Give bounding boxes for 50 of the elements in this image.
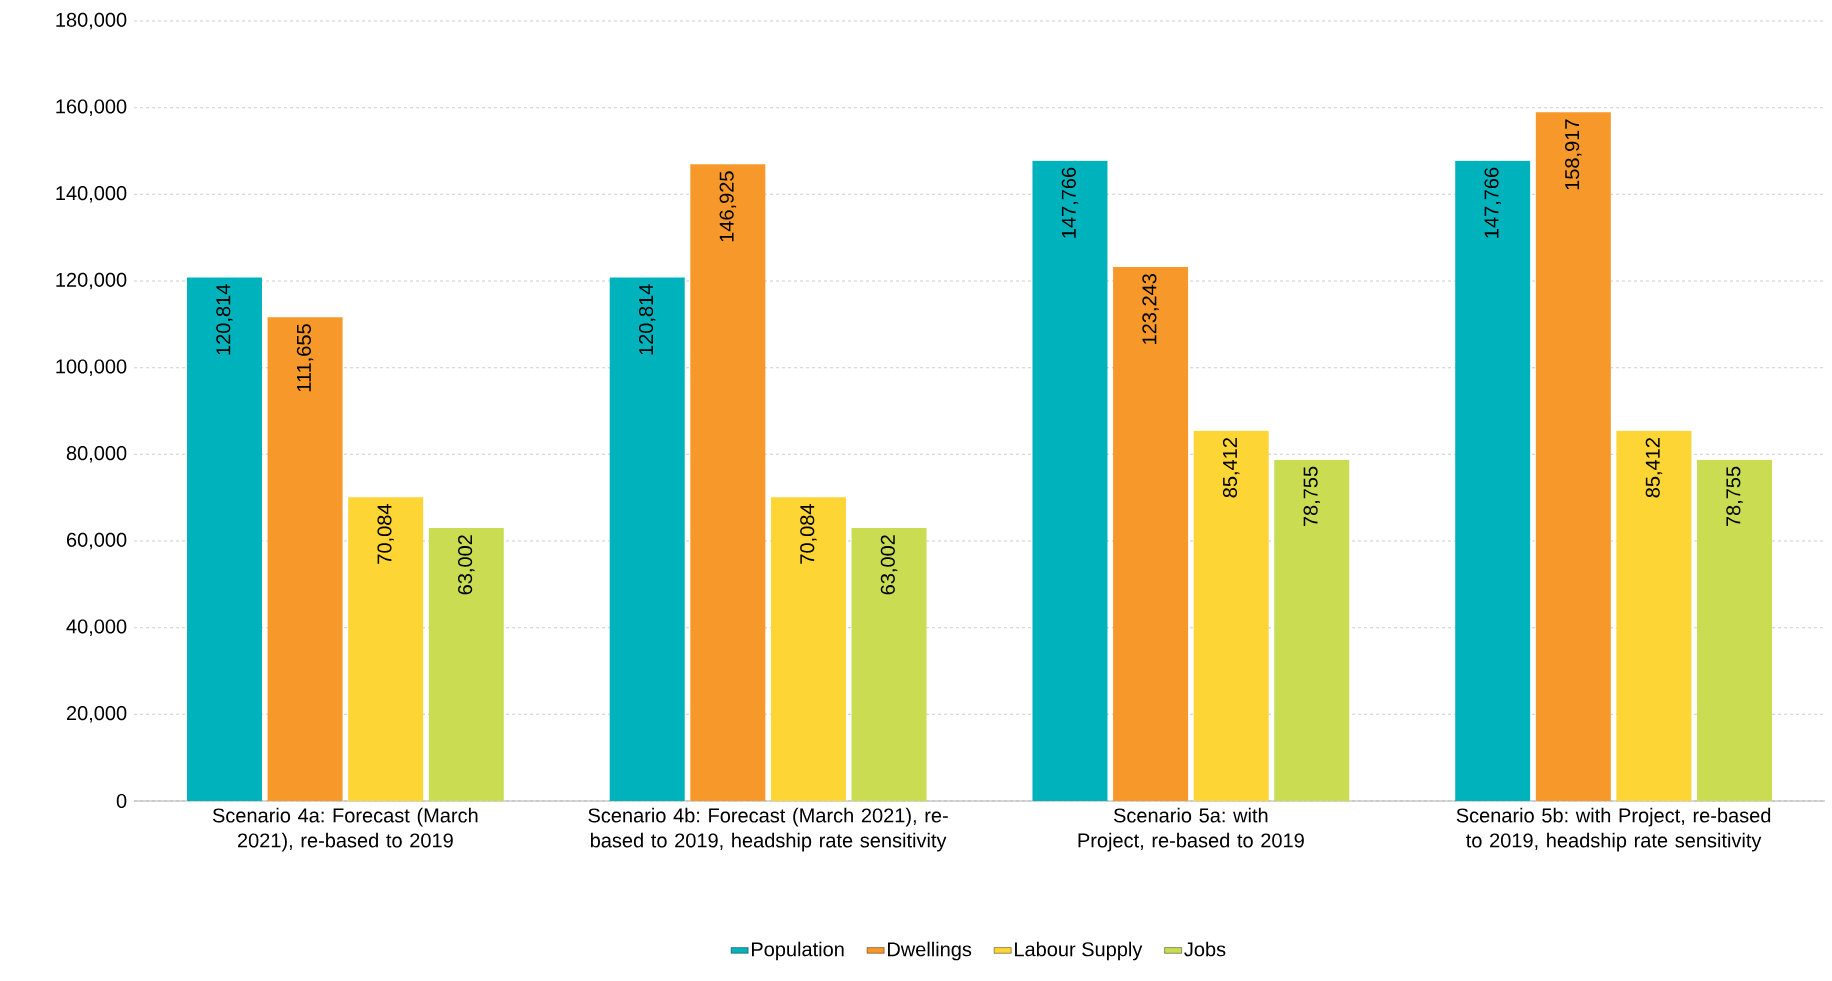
bar <box>1032 160 1108 801</box>
y-tick-label: 80,000 <box>66 446 127 463</box>
data-label: 78,755 <box>1726 466 1743 527</box>
bar <box>1193 430 1269 801</box>
legend-label: Population <box>752 941 844 961</box>
legend-label: Dwellings <box>888 941 972 961</box>
data-label: 78,755 <box>1303 466 1321 527</box>
x-tick-label: Scenario 4a: Forecast (March 2021), re-based to 2019 <box>212 807 478 852</box>
data-label: 70,084 <box>377 504 394 564</box>
y-tick-label: 100,000 <box>56 359 127 376</box>
bar <box>186 277 262 801</box>
legend-label: Jobs <box>1184 941 1226 957</box>
bar <box>690 164 766 801</box>
data-label: 111,655 <box>296 324 314 392</box>
bar <box>267 317 343 801</box>
data-label: 158,917 <box>1565 119 1582 190</box>
bar <box>1697 459 1773 801</box>
bar <box>851 527 927 801</box>
data-label: 70,084 <box>800 504 817 564</box>
data-label: 147,766 <box>1484 167 1501 238</box>
y-tick-label: 20,000 <box>66 706 127 723</box>
bar <box>1113 266 1189 801</box>
data-label: 85,412 <box>1645 438 1663 498</box>
bar <box>1535 112 1611 801</box>
data-label: 120,814 <box>638 284 656 355</box>
bar <box>1455 160 1531 801</box>
y-tick-label: 0 <box>116 793 127 809</box>
legend-label: Labour Supply <box>1015 941 1143 961</box>
bar <box>348 497 424 801</box>
data-label: 120,814 <box>216 284 233 355</box>
x-tick-label: Scenario 4b: Forecast (March 2021), re-based to 2019, headship rate sensitivity <box>588 807 948 852</box>
y-tick-label: 140,000 <box>56 186 127 203</box>
y-tick-label: 120,000 <box>56 272 127 290</box>
y-tick-label: 180,000 <box>56 12 127 30</box>
data-label: 85,412 <box>1222 438 1240 498</box>
bar <box>770 497 846 801</box>
bar <box>428 527 504 801</box>
bar <box>1274 459 1350 801</box>
data-label: 63,002 <box>458 535 475 595</box>
y-tick-label: 60,000 <box>66 532 127 550</box>
y-tick-label: 40,000 <box>66 619 127 636</box>
data-label: 123,243 <box>1142 274 1159 344</box>
data-label: 146,925 <box>719 171 737 242</box>
bar <box>609 277 685 801</box>
data-label: 63,002 <box>880 535 898 595</box>
data-label: 147,766 <box>1061 167 1079 238</box>
x-tick-label: Scenario 5a: with Project, re-based to 2019 <box>1078 807 1304 852</box>
x-tick-label: Scenario 5b: with Project, re-based to 2019, headship rate sensitivity <box>1456 807 1771 852</box>
y-tick-label: 160,000 <box>56 99 127 116</box>
bar <box>1616 430 1692 801</box>
